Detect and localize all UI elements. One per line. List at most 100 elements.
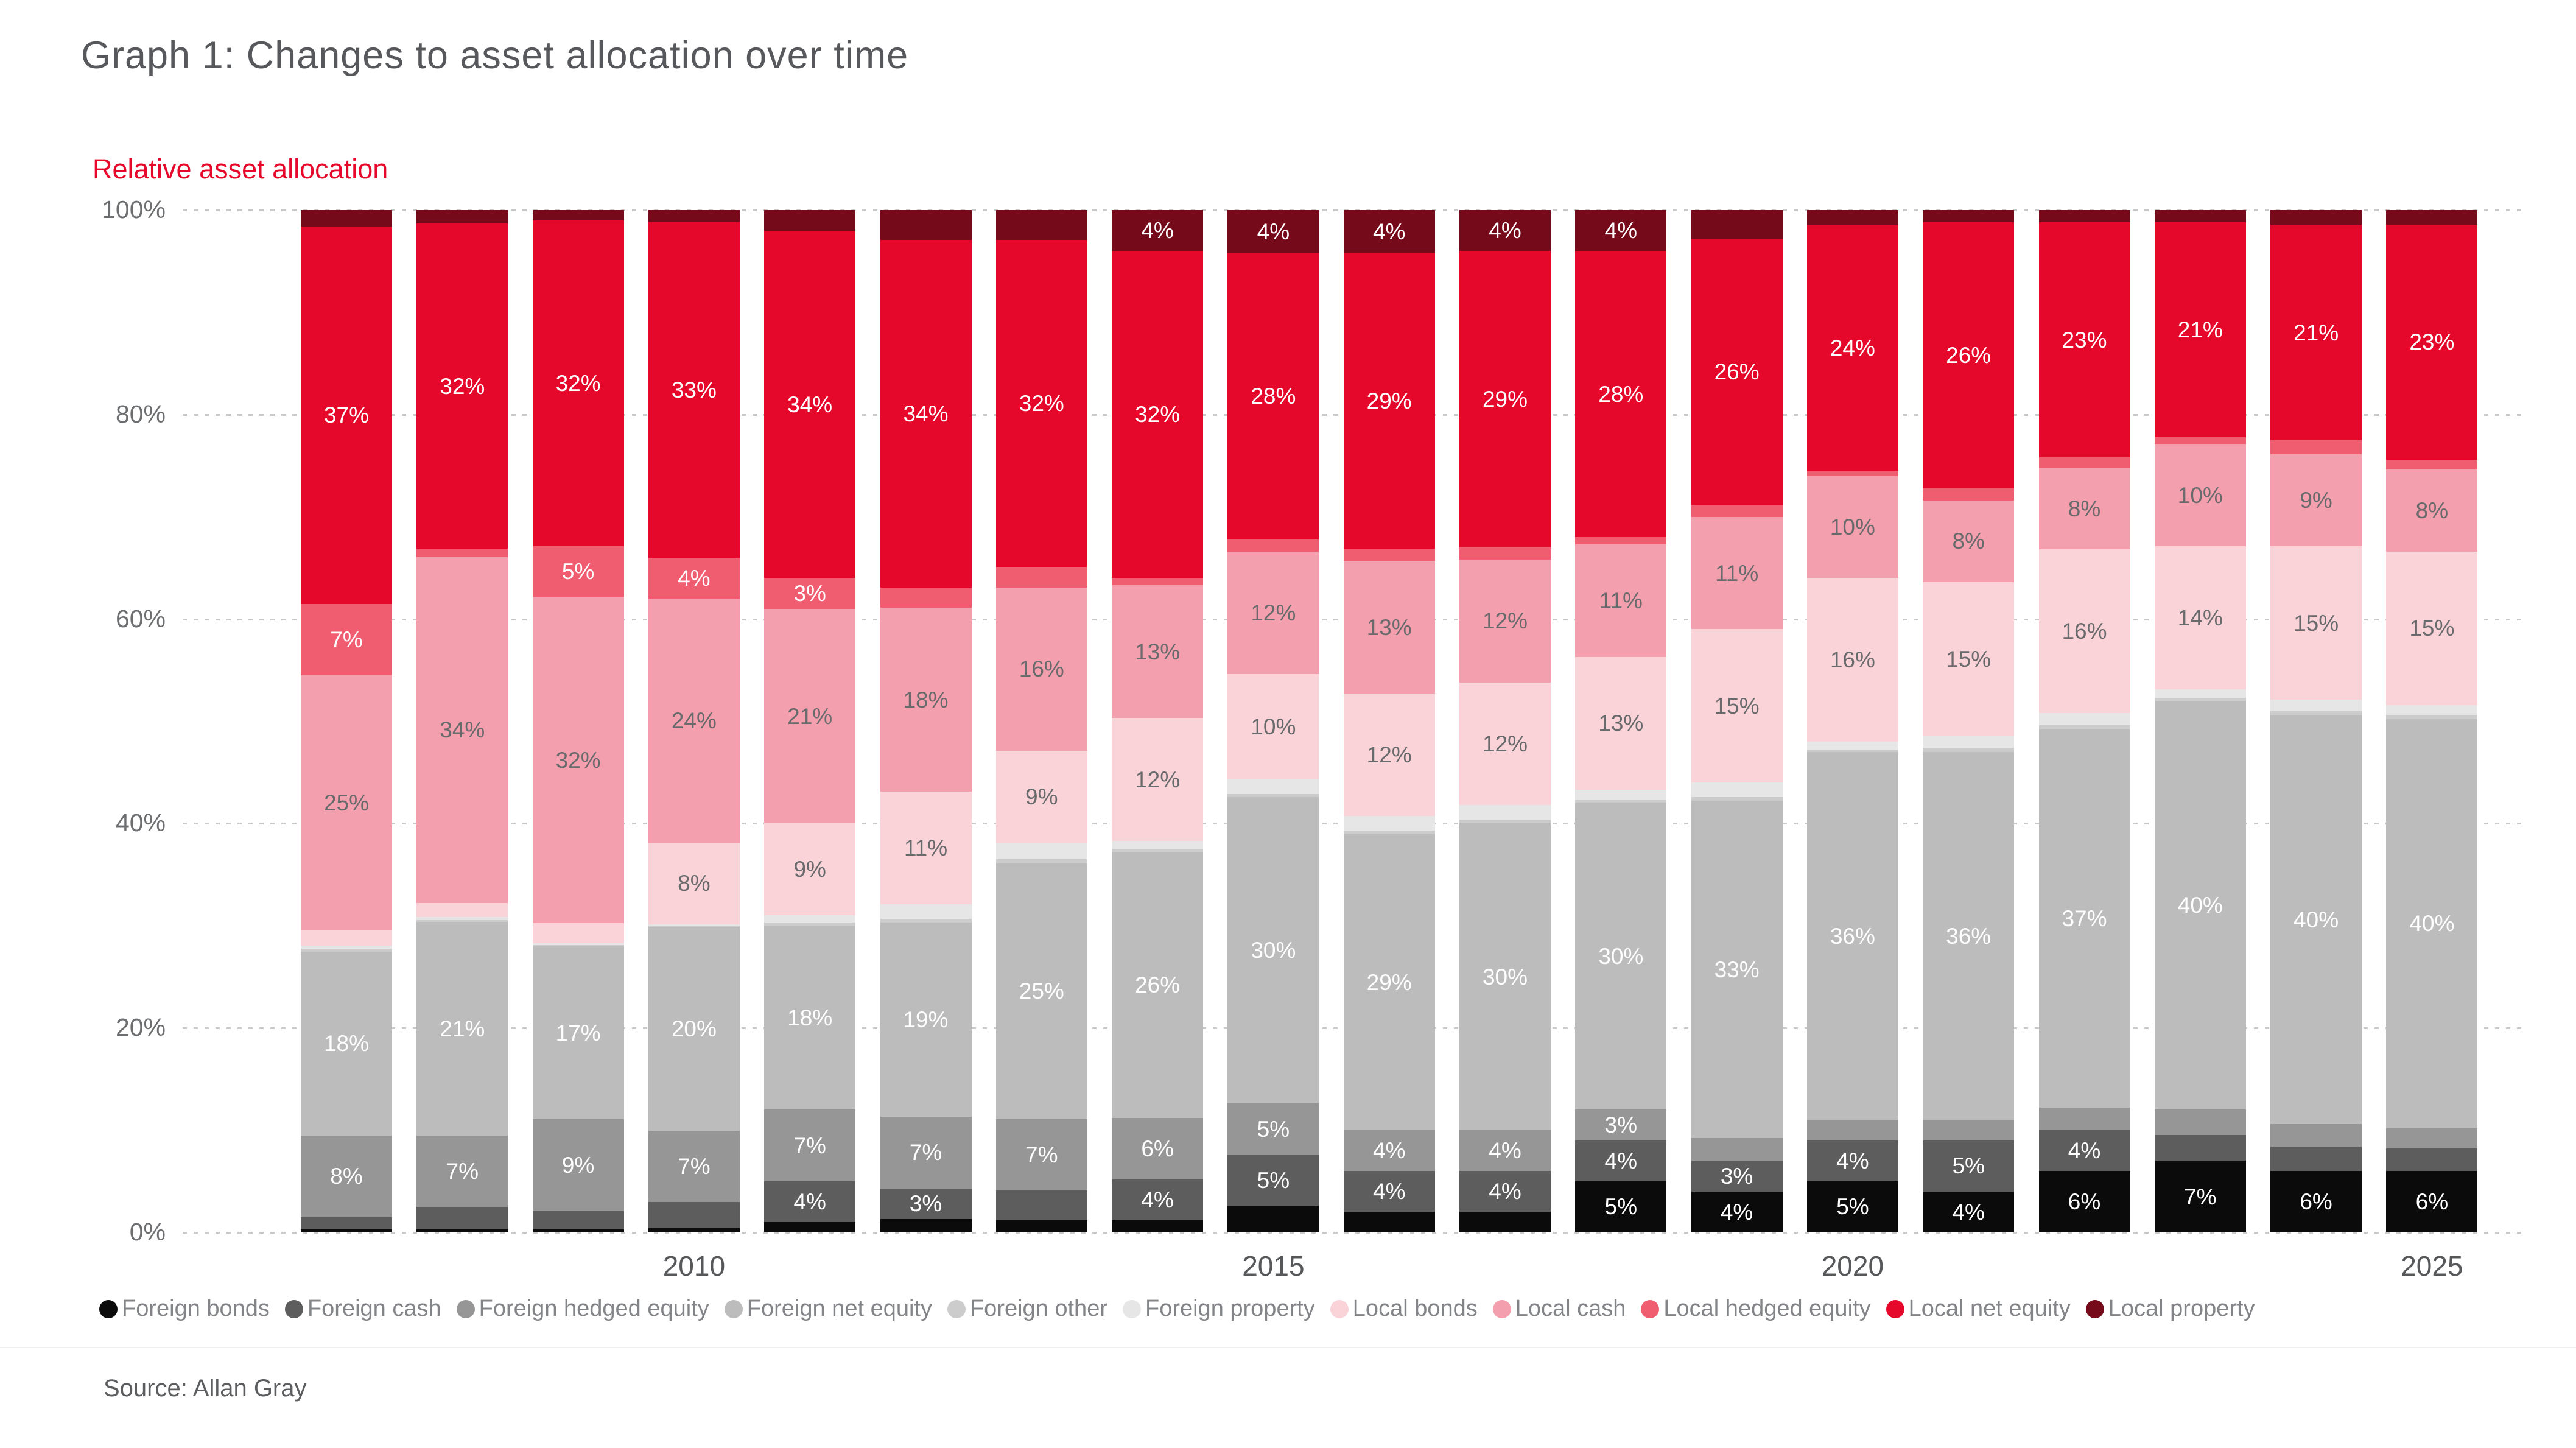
legend-label: Foreign net equity xyxy=(746,1296,932,1321)
bar-segment xyxy=(2038,457,2130,468)
bar-segment: 3% xyxy=(764,578,856,609)
bar-segment xyxy=(1691,782,1783,797)
bar-segment: 18% xyxy=(880,608,972,792)
bar-segment xyxy=(416,210,508,223)
bar-segment-value-label: 3% xyxy=(1720,1164,1753,1189)
bar-segment: 4% xyxy=(1575,1140,1667,1181)
page-title: Graph 1: Changes to asset allocation ove… xyxy=(81,34,909,77)
bar-segment: 6% xyxy=(2386,1171,2478,1232)
bar-segment-value-label: 4% xyxy=(793,1189,826,1215)
bar-segment: 5% xyxy=(1227,1103,1319,1155)
bar-segment-value-label: 32% xyxy=(440,373,485,399)
bar-segment xyxy=(2386,459,2478,470)
bar-segment: 6% xyxy=(1112,1117,1204,1179)
legend-item: Foreign hedged equity xyxy=(456,1296,709,1322)
bar-segment xyxy=(1806,471,1898,476)
bar-segment: 12% xyxy=(1227,551,1319,675)
bar-segment xyxy=(416,902,508,918)
bar-segment: 5% xyxy=(1806,1181,1898,1232)
bar-segment: 26% xyxy=(1112,852,1204,1118)
bar-segment xyxy=(648,210,740,223)
bar-segment xyxy=(880,1219,972,1232)
bar-segment-value-label: 7% xyxy=(1025,1142,1058,1167)
bar-segment xyxy=(1575,789,1667,800)
bar-segment xyxy=(1575,800,1667,803)
bar-segment xyxy=(1112,849,1204,852)
bar-segment: 32% xyxy=(995,239,1087,567)
bar-segment-value-label: 28% xyxy=(1598,381,1644,407)
bar-segment xyxy=(1806,210,1898,226)
bar-segment-value-label: 5% xyxy=(561,559,595,585)
legend-label: Local bonds xyxy=(1352,1296,1478,1321)
bar-segment-value-label: 36% xyxy=(1946,923,1992,949)
bar-segment-value-label: 8% xyxy=(678,871,711,896)
y-axis-tick-label: 60% xyxy=(115,604,166,633)
bar-segment-value-label: 29% xyxy=(1366,388,1412,413)
bar-segment-value-label: 20% xyxy=(671,1016,717,1042)
bar-segment xyxy=(648,926,740,927)
bar-segment xyxy=(1459,805,1551,820)
bar-segment-value-label: 4% xyxy=(1372,1179,1406,1204)
legend-item: Local net equity xyxy=(1886,1296,2071,1322)
bar-segment xyxy=(2270,1146,2362,1172)
bar-segment-value-label: 17% xyxy=(555,1020,601,1046)
bar-segment-value-label: 4% xyxy=(1952,1199,1985,1225)
bar-segment-value-label: 32% xyxy=(555,370,601,396)
bar-segment xyxy=(2038,725,2130,729)
bar-segment-value-label: 6% xyxy=(2300,1189,2332,1215)
bar-segment: 9% xyxy=(995,751,1087,843)
legend-item: Foreign property xyxy=(1122,1296,1315,1322)
bar-segment: 18% xyxy=(764,926,856,1110)
legend-swatch-icon xyxy=(1330,1299,1349,1318)
bar-segment-value-label: 23% xyxy=(2062,327,2107,353)
legend-item: Local hedged equity xyxy=(1641,1296,1871,1322)
bar-2014: 4% 32% 13% 12% 26% 6% 4% xyxy=(1112,210,1204,1232)
bar-segment: 30% xyxy=(1575,803,1667,1110)
bar-segment: 36% xyxy=(1806,751,1898,1120)
legend-label: Local net equity xyxy=(1908,1296,2071,1321)
bar-segment: 4% xyxy=(648,558,740,599)
bar-segment: 23% xyxy=(2038,222,2130,458)
bar-segment: 19% xyxy=(880,923,972,1117)
y-axis-tick-label: 40% xyxy=(115,809,166,837)
x-axis-tick-label: 2020 xyxy=(1821,1250,1884,1282)
legend-label: Foreign bonds xyxy=(122,1296,270,1321)
source-note: Source: Allan Gray xyxy=(104,1375,307,1402)
bar-segment xyxy=(1227,793,1319,797)
bar-segment: 24% xyxy=(1806,225,1898,471)
bar-segment-value-label: 4% xyxy=(1372,1138,1406,1164)
bar-segment-value-label: 30% xyxy=(1598,944,1644,969)
bar-segment xyxy=(1923,210,2015,223)
bar-segment xyxy=(1806,742,1898,750)
bar-segment-value-label: 8% xyxy=(2068,496,2101,521)
bar-segment-value-label: 15% xyxy=(2293,610,2339,636)
bar-segment-value-label: 16% xyxy=(1019,656,1064,682)
bar-segment xyxy=(1691,504,1783,517)
bar-2008: 32% 34% 21% 7% xyxy=(416,210,508,1232)
legend-item: Local property xyxy=(2085,1296,2255,1322)
y-axis-tick-label: 80% xyxy=(115,399,166,428)
bar-segment xyxy=(532,945,624,947)
bar-segment xyxy=(764,1222,856,1232)
legend-item: Local cash xyxy=(1492,1296,1626,1322)
bar-segment: 7% xyxy=(416,1136,508,1207)
bar-segment: 12% xyxy=(1459,560,1551,683)
bar-segment-value-label: 10% xyxy=(1830,514,1875,539)
legend-swatch-icon xyxy=(1886,1299,1904,1318)
bar-segment xyxy=(764,923,856,926)
bar-segment-value-label: 26% xyxy=(1135,972,1181,998)
bar-segment xyxy=(880,918,972,923)
legend-label: Local hedged equity xyxy=(1663,1296,1871,1321)
bar-segment-value-label: 9% xyxy=(1025,784,1058,810)
bar-segment: 5% xyxy=(1575,1181,1667,1232)
bar-segment xyxy=(2154,1135,2246,1161)
bar-segment: 13% xyxy=(1343,561,1435,694)
bar-segment xyxy=(1923,488,2015,501)
y-axis-tick-label: 0% xyxy=(129,1218,166,1246)
bar-2018: 4% 28% 11% 13% 30% 3% 4% 5% xyxy=(1575,210,1667,1232)
bar-segment xyxy=(995,566,1087,588)
legend-label: Local property xyxy=(2108,1296,2255,1321)
bar-segment xyxy=(301,949,392,952)
bar-segment xyxy=(1112,1220,1204,1232)
